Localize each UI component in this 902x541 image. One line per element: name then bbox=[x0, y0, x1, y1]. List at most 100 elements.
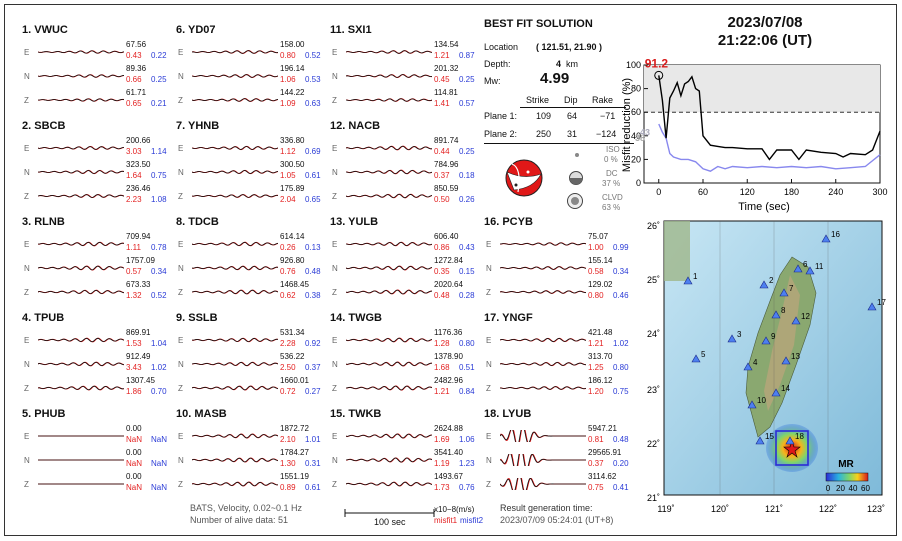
dc-value: 37 % bbox=[602, 179, 621, 188]
station-name: 14. TWGB bbox=[330, 312, 382, 324]
component-label: E bbox=[24, 144, 30, 153]
observed-trace bbox=[192, 481, 278, 487]
component-label: N bbox=[486, 360, 492, 369]
component-label: E bbox=[178, 48, 184, 57]
misfit1-value: 0.66 bbox=[126, 75, 142, 84]
misfit1-value: 1.19 bbox=[434, 459, 450, 468]
amplitude-value: 531.34 bbox=[280, 328, 305, 337]
amplitude-value: 784.96 bbox=[434, 160, 459, 169]
station-panel: 11. SXI1 E 134.54 1.21 0.87 N 201.32 0.45 0.25 Z 1… bbox=[330, 24, 480, 120]
component-label: Z bbox=[486, 480, 491, 489]
observed-trace bbox=[346, 289, 432, 295]
component-row: E 200.66 3.03 1.14 bbox=[22, 136, 172, 160]
misfit2-value: 0.46 bbox=[613, 291, 629, 300]
station-name: 5. PHUB bbox=[22, 408, 66, 420]
waveform-trace bbox=[192, 433, 278, 439]
station-marker-icon bbox=[805, 266, 815, 275]
station-marker-icon bbox=[867, 302, 877, 311]
amplitude-value: 709.94 bbox=[126, 232, 151, 241]
component-label: E bbox=[332, 48, 338, 57]
iso-value: 0 % bbox=[604, 155, 618, 164]
misfit1-value: 0.72 bbox=[280, 387, 296, 396]
location-value: ( 121.51, 21.90 ) bbox=[536, 42, 603, 52]
plane2-rake: −124 bbox=[596, 129, 617, 139]
misfit1-value: 1.20 bbox=[588, 387, 604, 396]
x-ticks: 0 60 120 180 240 300 bbox=[656, 179, 888, 197]
station-marker-icon bbox=[771, 388, 781, 397]
component-row: N 1784.27 1.30 0.31 bbox=[176, 448, 326, 472]
amplitude-value: 1307.45 bbox=[126, 376, 155, 385]
misfit2-value: 1.08 bbox=[151, 195, 167, 204]
observed-trace bbox=[38, 194, 124, 198]
amplitude-value: 891.74 bbox=[434, 136, 459, 145]
amplitude-value: 1551.19 bbox=[280, 472, 309, 481]
observed-trace bbox=[38, 50, 124, 54]
station-number: 4 bbox=[753, 358, 758, 367]
misfit2-value: 0.26 bbox=[459, 195, 475, 204]
central-range bbox=[764, 275, 800, 411]
component-row: N 784.96 0.37 0.18 bbox=[330, 160, 480, 184]
mr-tick-label: 60 bbox=[861, 484, 870, 493]
waveform-trace bbox=[192, 337, 278, 343]
observed-trace bbox=[500, 386, 586, 390]
waveform-trace bbox=[38, 361, 124, 367]
waveform-trace bbox=[192, 169, 278, 175]
waveform-trace bbox=[192, 481, 278, 487]
component-row: Z 2482.96 1.21 0.84 bbox=[330, 376, 480, 400]
misfit2-value: 0.80 bbox=[459, 339, 475, 348]
misfit2-value: 0.52 bbox=[151, 291, 167, 300]
component-label: E bbox=[486, 336, 492, 345]
col-dip: Dip bbox=[564, 95, 578, 105]
amplitude-value: 1660.01 bbox=[280, 376, 309, 385]
misfit2-value: 0.75 bbox=[151, 171, 167, 180]
observed-trace bbox=[500, 290, 586, 294]
station-name: 2. SBCB bbox=[22, 120, 66, 132]
misfit1-value: 0.43 bbox=[126, 51, 142, 60]
component-label: E bbox=[24, 48, 30, 57]
label-38: 38 bbox=[635, 133, 645, 143]
amplitude-value: 2624.88 bbox=[434, 424, 463, 433]
observed-trace bbox=[346, 193, 432, 199]
amplitude-value: 0.00 bbox=[126, 472, 142, 481]
misfit2-value: 0.27 bbox=[305, 387, 321, 396]
component-row: E 67.56 0.43 0.22 bbox=[22, 40, 172, 64]
station-panel: 1. VWUC E 67.56 0.43 0.22 N 89.36 0.66 0.25 Z 61.7… bbox=[22, 24, 172, 120]
observed-trace bbox=[500, 430, 586, 442]
y-tick-label: 0 bbox=[636, 178, 641, 188]
waveform-trace bbox=[346, 73, 432, 78]
observed-trace bbox=[192, 362, 278, 366]
observed-trace bbox=[38, 361, 124, 367]
observed-trace bbox=[346, 457, 432, 463]
station-marker-icon bbox=[793, 264, 803, 273]
waveform-trace bbox=[500, 266, 586, 270]
component-label: Z bbox=[24, 480, 29, 489]
misfit2-value: 0.15 bbox=[459, 267, 475, 276]
waveform-trace bbox=[38, 385, 124, 391]
station-number: 16 bbox=[831, 230, 840, 239]
station-number: 6 bbox=[803, 260, 808, 269]
component-label: E bbox=[486, 240, 492, 249]
amplitude-value: 1272.84 bbox=[434, 256, 463, 265]
event-time: 21:22:06 (UT) bbox=[717, 32, 813, 49]
component-label: Z bbox=[332, 288, 337, 297]
station-marker-icon bbox=[755, 436, 765, 445]
waveform-trace bbox=[346, 457, 432, 463]
misfit2-value: 0.53 bbox=[305, 75, 321, 84]
component-label: N bbox=[24, 72, 30, 81]
dc-icon bbox=[569, 171, 583, 185]
component-label: N bbox=[178, 72, 184, 81]
search-box bbox=[775, 430, 809, 466]
waveform-trace bbox=[192, 194, 278, 199]
misfit1-value: 1.73 bbox=[434, 483, 450, 492]
misfit2-value: 0.52 bbox=[305, 51, 321, 60]
misfit2-value: 0.63 bbox=[305, 99, 321, 108]
amplitude-value: 75.07 bbox=[588, 232, 609, 241]
component-row: N 196.14 1.06 0.53 bbox=[176, 64, 326, 88]
component-row: Z 129.02 0.80 0.46 bbox=[484, 280, 634, 304]
waveform-trace bbox=[38, 265, 124, 271]
lat-label: 25˚ bbox=[647, 275, 660, 285]
misfit1-value: 0.62 bbox=[280, 291, 296, 300]
component-row: N 3541.40 1.19 1.23 bbox=[330, 448, 480, 472]
